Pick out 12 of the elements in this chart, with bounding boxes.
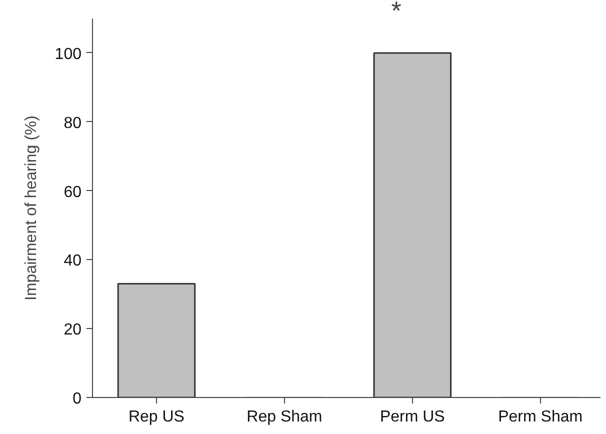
x-tick-label: Perm Sham bbox=[498, 408, 583, 426]
y-tick-label: 40 bbox=[64, 252, 82, 270]
y-tick-label: 60 bbox=[64, 184, 82, 201]
x-tick-label: Rep Sham bbox=[246, 408, 322, 426]
y-axis-title: Impairment of hearing (%) bbox=[22, 116, 40, 300]
annotation: * bbox=[391, 0, 402, 26]
y-tick-label: 80 bbox=[64, 114, 82, 132]
y-tick-label: 0 bbox=[72, 390, 82, 408]
x-tick-label: Perm US bbox=[380, 408, 445, 426]
y-tick-label: 20 bbox=[64, 322, 82, 339]
y-tick-label: 100 bbox=[54, 46, 82, 63]
x-tick-label: Rep US bbox=[128, 408, 184, 426]
